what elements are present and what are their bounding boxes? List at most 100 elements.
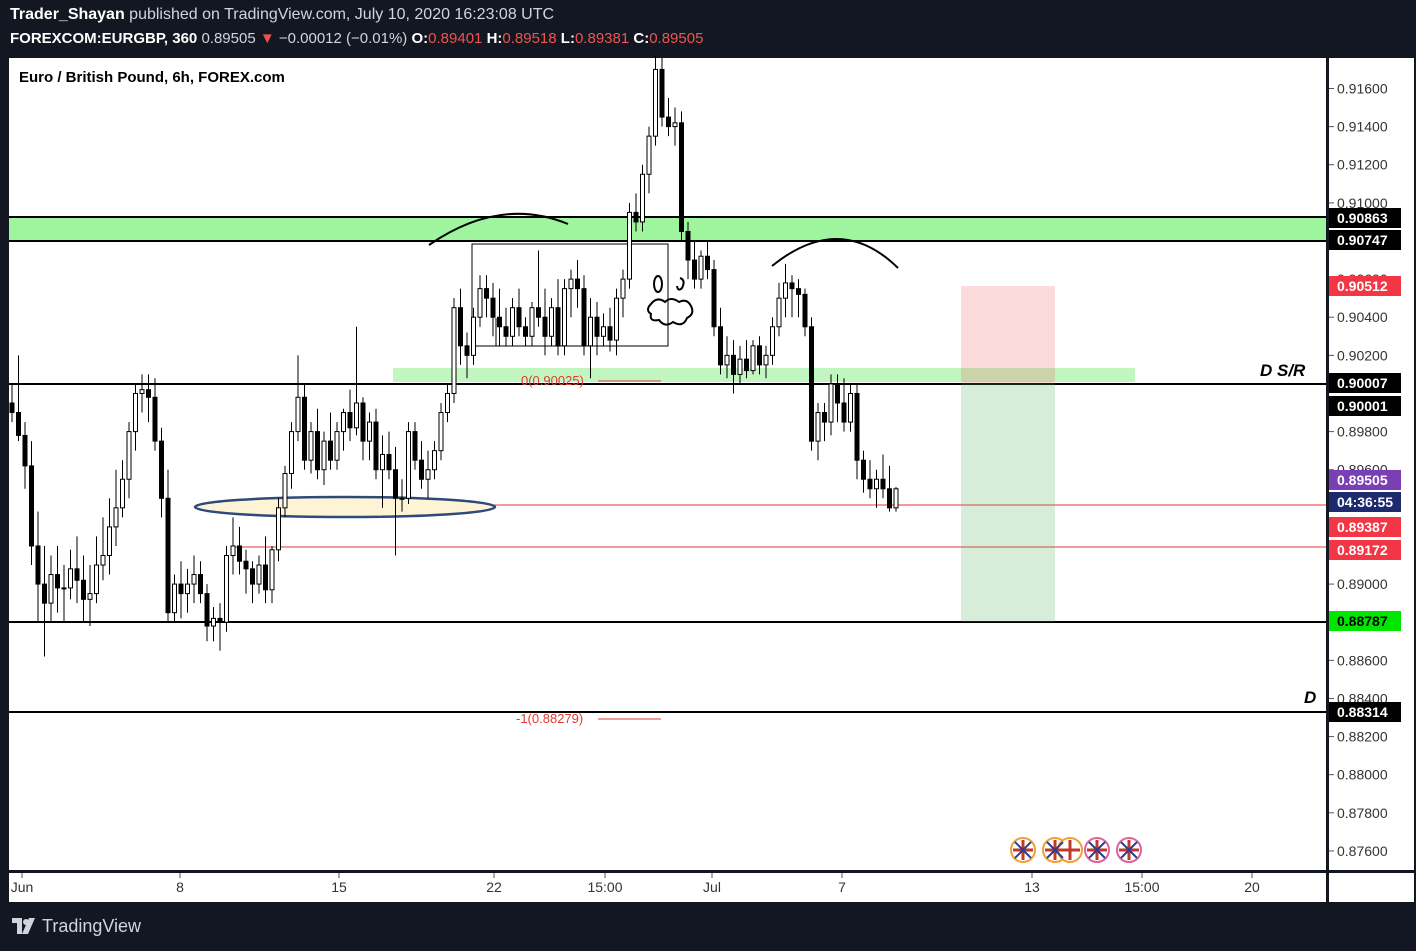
candle[interactable] bbox=[308, 422, 314, 474]
candle[interactable] bbox=[315, 408, 320, 480]
candle[interactable] bbox=[230, 517, 236, 575]
candle[interactable] bbox=[555, 279, 561, 356]
candle[interactable] bbox=[737, 345, 743, 384]
price-axis[interactable] bbox=[1329, 58, 1414, 870]
candle[interactable] bbox=[692, 240, 697, 289]
candle[interactable] bbox=[113, 469, 119, 546]
candle[interactable] bbox=[783, 263, 788, 318]
candle[interactable] bbox=[698, 250, 704, 289]
candle[interactable] bbox=[178, 561, 184, 619]
candle[interactable] bbox=[822, 403, 827, 442]
candle[interactable] bbox=[406, 422, 411, 505]
d-annotation[interactable]: D bbox=[1304, 688, 1316, 707]
candle[interactable] bbox=[757, 336, 762, 375]
candle[interactable] bbox=[354, 326, 359, 436]
candle[interactable] bbox=[477, 275, 483, 327]
candle[interactable] bbox=[334, 422, 340, 470]
candle[interactable] bbox=[35, 511, 41, 623]
price-label[interactable]: 0.90001 bbox=[1329, 396, 1401, 416]
candle[interactable] bbox=[224, 545, 229, 632]
candle[interactable] bbox=[653, 56, 658, 146]
ds-r-annotation[interactable]: D S/R bbox=[1260, 361, 1306, 380]
candle[interactable] bbox=[393, 446, 398, 556]
candle[interactable] bbox=[191, 555, 197, 604]
candle[interactable] bbox=[718, 307, 723, 375]
candle[interactable] bbox=[185, 568, 190, 613]
price-label[interactable]: 0.90747 bbox=[1329, 230, 1401, 250]
candle[interactable] bbox=[659, 58, 665, 127]
candle[interactable] bbox=[809, 317, 814, 451]
candle[interactable] bbox=[646, 126, 652, 194]
candle[interactable] bbox=[672, 107, 678, 146]
candle[interactable] bbox=[172, 574, 177, 623]
candle[interactable] bbox=[724, 336, 730, 379]
candle[interactable] bbox=[666, 98, 671, 137]
candle[interactable] bbox=[42, 545, 47, 657]
candle[interactable] bbox=[48, 555, 54, 623]
candle[interactable] bbox=[770, 317, 775, 365]
candle[interactable] bbox=[399, 479, 405, 512]
candle[interactable] bbox=[282, 465, 288, 518]
candle[interactable] bbox=[705, 240, 710, 280]
candle[interactable] bbox=[289, 422, 294, 489]
candle[interactable] bbox=[451, 298, 457, 404]
candle[interactable] bbox=[536, 250, 541, 327]
candle[interactable] bbox=[211, 606, 216, 642]
candle[interactable] bbox=[302, 383, 307, 470]
candle[interactable] bbox=[256, 555, 262, 594]
candle[interactable] bbox=[841, 378, 847, 432]
candle[interactable] bbox=[594, 301, 600, 356]
candle[interactable] bbox=[328, 412, 333, 470]
symbol-name[interactable]: FOREXCOM:EURGBP, 360 bbox=[10, 30, 198, 47]
author-name[interactable]: Trader_Shayan bbox=[10, 6, 125, 23]
price-label[interactable]: 0.90512 bbox=[1329, 276, 1401, 296]
candle[interactable] bbox=[9, 383, 15, 423]
candle[interactable] bbox=[601, 313, 606, 346]
candle[interactable] bbox=[386, 431, 392, 480]
candle[interactable] bbox=[711, 260, 717, 337]
candle[interactable] bbox=[425, 450, 431, 499]
candle[interactable] bbox=[458, 288, 463, 365]
candle[interactable] bbox=[828, 374, 834, 436]
candle[interactable] bbox=[380, 435, 385, 508]
candle[interactable] bbox=[100, 517, 106, 581]
candle[interactable] bbox=[776, 282, 782, 337]
candle[interactable] bbox=[126, 422, 132, 499]
candle[interactable] bbox=[685, 221, 691, 280]
doodle-face[interactable] bbox=[647, 275, 694, 326]
candlestick-series[interactable] bbox=[9, 56, 899, 657]
candle[interactable] bbox=[789, 275, 795, 318]
price-label[interactable]: 0.89172 bbox=[1329, 540, 1401, 560]
candle[interactable] bbox=[159, 427, 164, 518]
candle[interactable] bbox=[120, 460, 125, 518]
candle[interactable] bbox=[568, 269, 574, 318]
candle[interactable] bbox=[68, 549, 73, 600]
candle[interactable] bbox=[237, 526, 242, 575]
take-profit-zone[interactable] bbox=[961, 383, 1055, 622]
candle[interactable] bbox=[523, 317, 528, 346]
candle[interactable] bbox=[22, 422, 28, 489]
candle[interactable] bbox=[341, 408, 346, 451]
candle[interactable] bbox=[510, 298, 515, 346]
candle[interactable] bbox=[607, 307, 613, 352]
candle[interactable] bbox=[835, 374, 840, 423]
candle[interactable] bbox=[516, 288, 522, 337]
price-label[interactable]: 0.88314 bbox=[1329, 702, 1401, 722]
candle[interactable] bbox=[484, 275, 489, 318]
candle[interactable] bbox=[139, 374, 145, 413]
candle[interactable] bbox=[497, 288, 502, 346]
candle[interactable] bbox=[763, 345, 769, 379]
candle[interactable] bbox=[614, 288, 619, 356]
price-label[interactable]: 0.90007 bbox=[1329, 373, 1401, 393]
price-label[interactable]: 0.88787 bbox=[1329, 611, 1401, 631]
candle[interactable] bbox=[432, 441, 437, 480]
stop-loss-zone[interactable] bbox=[961, 286, 1055, 383]
time-axis[interactable] bbox=[9, 873, 1326, 902]
candle[interactable] bbox=[679, 111, 684, 241]
candle[interactable] bbox=[490, 282, 496, 337]
candle[interactable] bbox=[549, 298, 554, 346]
candle[interactable] bbox=[276, 498, 281, 562]
candle[interactable] bbox=[562, 279, 567, 356]
event-icons[interactable] bbox=[1010, 837, 1142, 863]
candle[interactable] bbox=[204, 584, 210, 642]
